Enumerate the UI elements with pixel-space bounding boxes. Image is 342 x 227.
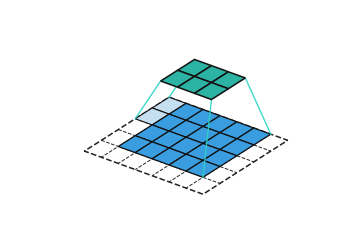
Polygon shape — [152, 131, 186, 148]
Polygon shape — [186, 127, 220, 144]
Polygon shape — [177, 77, 211, 94]
Polygon shape — [186, 161, 220, 178]
Polygon shape — [220, 122, 254, 139]
Polygon shape — [237, 128, 271, 145]
Polygon shape — [169, 121, 203, 138]
Polygon shape — [169, 138, 203, 155]
Polygon shape — [169, 155, 203, 171]
Polygon shape — [203, 133, 237, 150]
Polygon shape — [152, 98, 186, 115]
Polygon shape — [177, 60, 211, 77]
Polygon shape — [203, 116, 237, 133]
Polygon shape — [220, 139, 254, 156]
Polygon shape — [161, 71, 195, 88]
Polygon shape — [118, 136, 152, 153]
Polygon shape — [152, 115, 186, 131]
Polygon shape — [195, 83, 228, 100]
Polygon shape — [169, 104, 203, 121]
Polygon shape — [186, 144, 220, 161]
Polygon shape — [195, 66, 228, 83]
Polygon shape — [186, 110, 220, 127]
Polygon shape — [211, 72, 245, 89]
Polygon shape — [152, 148, 186, 165]
Polygon shape — [135, 125, 169, 142]
Polygon shape — [203, 150, 237, 167]
Polygon shape — [135, 142, 169, 159]
Polygon shape — [135, 109, 169, 125]
